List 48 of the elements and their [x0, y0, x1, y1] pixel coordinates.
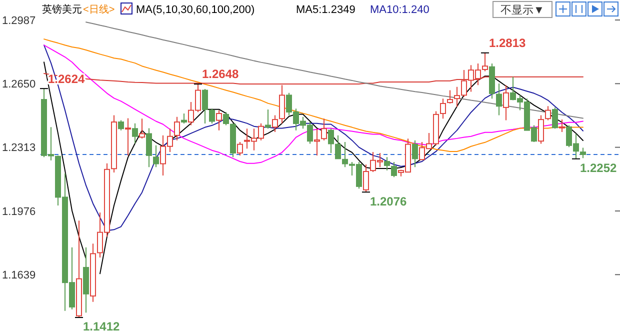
- candlestick: [237, 142, 243, 156]
- candlestick: [321, 118, 327, 141]
- annotation: 1.2076: [370, 194, 408, 208]
- candlestick: [223, 111, 229, 126]
- annotation: 1.2252: [580, 161, 618, 176]
- candlestick: [552, 106, 558, 130]
- candlestick: [363, 164, 369, 193]
- candlestick: [580, 147, 586, 159]
- candlestick: [153, 144, 159, 168]
- candlestick: [181, 113, 187, 124]
- candlestick: [202, 88, 208, 124]
- y-tick-label: 1.1976: [2, 206, 36, 218]
- annotation: 1.2648: [202, 67, 240, 82]
- candlestick: [118, 120, 124, 131]
- y-tick-label: 1.1639: [2, 269, 36, 282]
- candlestick: [272, 114, 278, 133]
- candlestick: [335, 134, 341, 160]
- candlestick: [265, 109, 271, 130]
- candlestick: [146, 128, 152, 168]
- candlestick: [447, 90, 453, 104]
- candlestick: [174, 116, 180, 141]
- candlestick: [384, 156, 390, 171]
- candlestick: [545, 106, 551, 121]
- chart-subtitle: <日线>: [83, 4, 115, 16]
- candlestick: [125, 118, 131, 156]
- text: MA10:1.240: [370, 4, 430, 16]
- text: MA(5,10,30,60,100,200): [136, 4, 255, 16]
- candlestick: [314, 128, 320, 156]
- y-tick-label: 1.2650: [2, 78, 36, 91]
- annotation: 1.2813: [489, 36, 526, 50]
- candlestick: [139, 118, 145, 139]
- candlestick: [342, 142, 348, 168]
- text: MA5:1.2349: [296, 4, 356, 16]
- y-tick-label: 1.2987: [2, 14, 36, 27]
- candlestick: [440, 98, 446, 120]
- text: 不显示▼: [500, 4, 544, 16]
- candlestick: [132, 122, 138, 144]
- candlestick: [538, 114, 544, 144]
- candlestick: [412, 140, 418, 168]
- candlestick: [209, 108, 215, 124]
- candlestick: [559, 119, 565, 133]
- candlestick: [503, 84, 509, 121]
- candlestick: [391, 162, 397, 178]
- chart-title: 英镑美元: [42, 4, 82, 16]
- annotation: 1.1412: [83, 320, 120, 333]
- y-tick-label: 1.2313: [2, 142, 36, 154]
- candlestick: [216, 110, 222, 131]
- candlestick: [328, 128, 334, 154]
